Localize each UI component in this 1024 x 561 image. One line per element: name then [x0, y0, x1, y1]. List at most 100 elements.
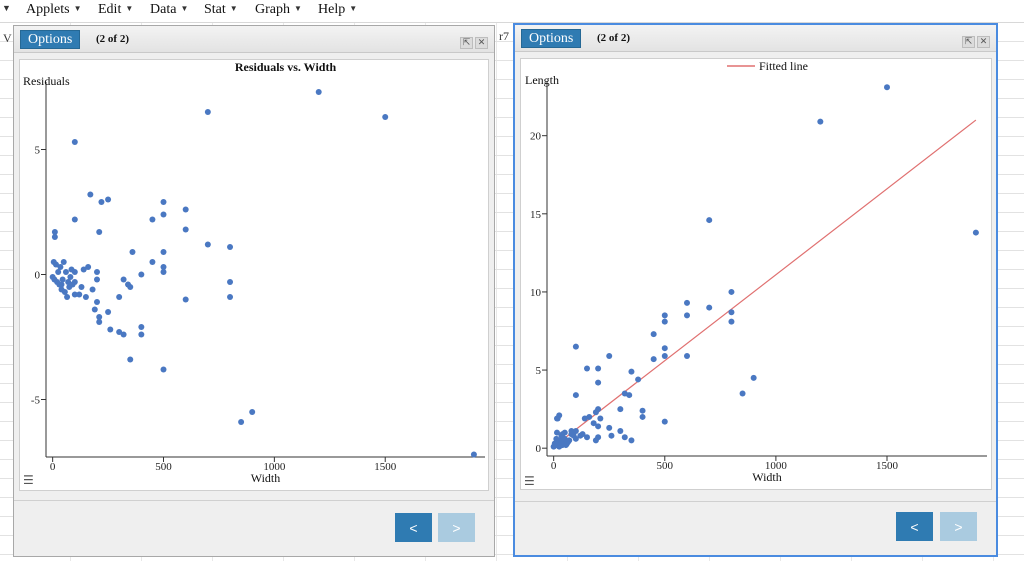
divider	[14, 500, 494, 501]
length-vs-width-scatter-plot: 0 500 1000 1500 0 5 10 15 20 Length Width Fitted li…	[525, 59, 987, 484]
menu-edit[interactable]: Edit ▼	[98, 2, 134, 17]
menu-collapse-icon[interactable]: ▼	[2, 3, 11, 13]
options-button[interactable]: Options	[521, 29, 582, 48]
data-point	[739, 390, 746, 397]
data-point	[595, 423, 602, 430]
data-point	[382, 114, 389, 120]
menu-bar: ▼ Applets ▼ Edit ▼ Data ▼ Stat ▼ Graph ▼ Help…	[0, 0, 1024, 23]
data-point	[120, 331, 127, 338]
data-point	[639, 407, 646, 414]
plot-area: 0 500 1000 1500 0 5 10 15 20 Length Width Fitted li…	[520, 58, 992, 490]
menu-applets[interactable]: Applets ▼	[26, 2, 82, 17]
data-point	[87, 191, 94, 198]
data-point	[684, 312, 690, 319]
data-point	[661, 318, 668, 325]
data-point	[105, 196, 112, 203]
chevron-down-icon: ▼	[229, 4, 238, 13]
data-point	[78, 284, 85, 290]
data-point	[91, 306, 98, 313]
legend-label: Fitted line	[759, 59, 808, 73]
data-point	[96, 319, 103, 325]
data-point	[138, 331, 145, 338]
data-point	[65, 279, 72, 285]
data-point	[71, 279, 78, 285]
y-tick-label: 0	[536, 443, 542, 455]
data-point	[51, 229, 58, 235]
data-point	[621, 434, 628, 441]
next-button[interactable]: >	[940, 512, 977, 541]
data-point	[160, 249, 167, 255]
divider	[515, 501, 996, 502]
data-point	[238, 419, 245, 425]
column-label-fragment: V	[3, 31, 12, 45]
page-indicator: (2 of 2)	[597, 32, 630, 44]
data-point	[584, 365, 590, 372]
data-point	[67, 274, 74, 280]
window-titlebar[interactable]: Options (2 of 2) ⇱ ✕	[14, 26, 494, 53]
data-point	[68, 266, 75, 273]
data-point	[684, 299, 690, 306]
menu-graph[interactable]: Graph ▼	[255, 2, 302, 17]
data-point	[595, 379, 602, 386]
chart-title: Residuals vs. Width	[235, 60, 337, 74]
previous-button[interactable]: <	[896, 512, 933, 541]
data-point	[129, 249, 136, 255]
data-point	[595, 365, 602, 372]
close-icon[interactable]: ✕	[977, 36, 990, 48]
menu-stat[interactable]: Stat ▼	[204, 2, 238, 17]
data-point	[204, 241, 211, 248]
maximize-icon[interactable]: ⇱	[460, 37, 473, 49]
close-icon[interactable]: ✕	[475, 37, 488, 49]
x-tick-label: 1000	[263, 461, 286, 473]
data-point	[105, 309, 112, 315]
graph-window-residuals: Options (2 of 2) ⇱ ✕ 0 500 1000 1500 -5 0 5 Resi…	[13, 25, 495, 557]
next-button[interactable]: >	[438, 513, 475, 542]
data-point	[182, 206, 189, 213]
data-point	[160, 211, 167, 218]
menu-help[interactable]: Help ▼	[318, 2, 358, 17]
data-point	[227, 279, 234, 285]
data-point	[554, 429, 560, 436]
data-point	[586, 413, 593, 420]
data-point	[249, 409, 256, 415]
window-titlebar[interactable]: Options (2 of 2) ⇱ ✕	[515, 25, 996, 52]
x-tick-label: 500	[155, 461, 172, 473]
data-point	[661, 312, 668, 319]
data-point	[160, 269, 167, 275]
menu-icon[interactable]: ☰	[524, 474, 535, 488]
data-point	[85, 264, 92, 270]
plot-area: 0 500 1000 1500 -5 0 5 Residuals Width Residuals …	[19, 59, 489, 491]
residuals-scatter-plot: 0 500 1000 1500 -5 0 5 Residuals Width Residuals …	[23, 60, 485, 485]
data-point	[149, 216, 156, 223]
y-tick-label: 15	[530, 209, 542, 221]
data-point	[706, 217, 713, 224]
data-point	[160, 199, 167, 205]
y-tick-label: 5	[35, 145, 41, 157]
data-point	[728, 288, 735, 295]
data-point	[554, 415, 560, 422]
data-point	[76, 291, 83, 298]
data-point	[96, 314, 103, 320]
data-point	[706, 304, 713, 311]
maximize-icon[interactable]: ⇱	[962, 36, 975, 48]
x-tick-label: 500	[657, 460, 674, 472]
data-point	[579, 431, 586, 438]
menu-data[interactable]: Data ▼	[150, 2, 189, 17]
chevron-down-icon: ▼	[349, 4, 358, 13]
x-tick-label: 0	[50, 461, 56, 473]
options-button[interactable]: Options	[20, 30, 81, 49]
column-label-fragment: r7	[499, 29, 509, 43]
chevron-down-icon: ▼	[294, 4, 302, 13]
data-point	[127, 356, 134, 363]
data-point	[884, 84, 890, 91]
previous-button[interactable]: <	[395, 513, 432, 542]
menu-icon[interactable]: ☰	[23, 473, 34, 487]
data-point	[817, 118, 824, 125]
data-point	[750, 374, 757, 381]
data-point	[597, 415, 604, 422]
data-point	[639, 413, 646, 420]
data-point	[728, 309, 735, 316]
data-point	[71, 139, 78, 145]
data-point	[561, 429, 568, 436]
data-point	[71, 216, 78, 223]
